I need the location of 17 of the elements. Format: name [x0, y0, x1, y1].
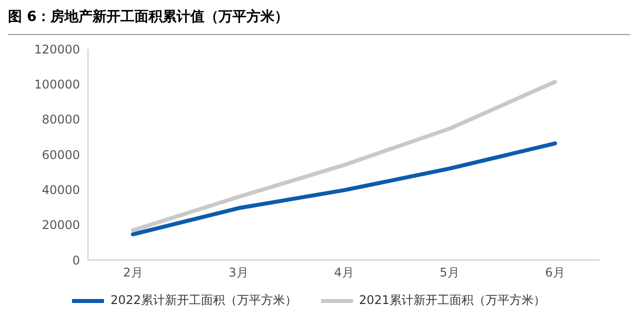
x-tick-label: 3月	[228, 266, 248, 280]
line-series	[131, 141, 557, 236]
y-tick-label: 20000	[42, 218, 80, 232]
y-tick-label: 80000	[42, 112, 80, 127]
x-tick-label: 4月	[334, 266, 354, 280]
y-tick-label: 120000	[34, 42, 80, 56]
y-tick-label: 60000	[42, 148, 80, 162]
line-series	[131, 80, 557, 232]
y-tick-label: 100000	[34, 77, 80, 92]
x-tick-label: 2月	[123, 266, 143, 280]
y-tick-label: 40000	[42, 182, 80, 197]
x-tick-label: 5月	[440, 266, 460, 280]
legend-label: 2021累计新开工面积（万平方米）	[359, 292, 546, 309]
x-tick-label: 6月	[545, 266, 565, 280]
legend-label: 2022累计新开工面积（万平方米）	[110, 292, 297, 309]
chart-title: 图 6：房地产新开工面积累计值（万平方米）	[8, 8, 630, 35]
y-tick-label: 0	[72, 253, 80, 268]
